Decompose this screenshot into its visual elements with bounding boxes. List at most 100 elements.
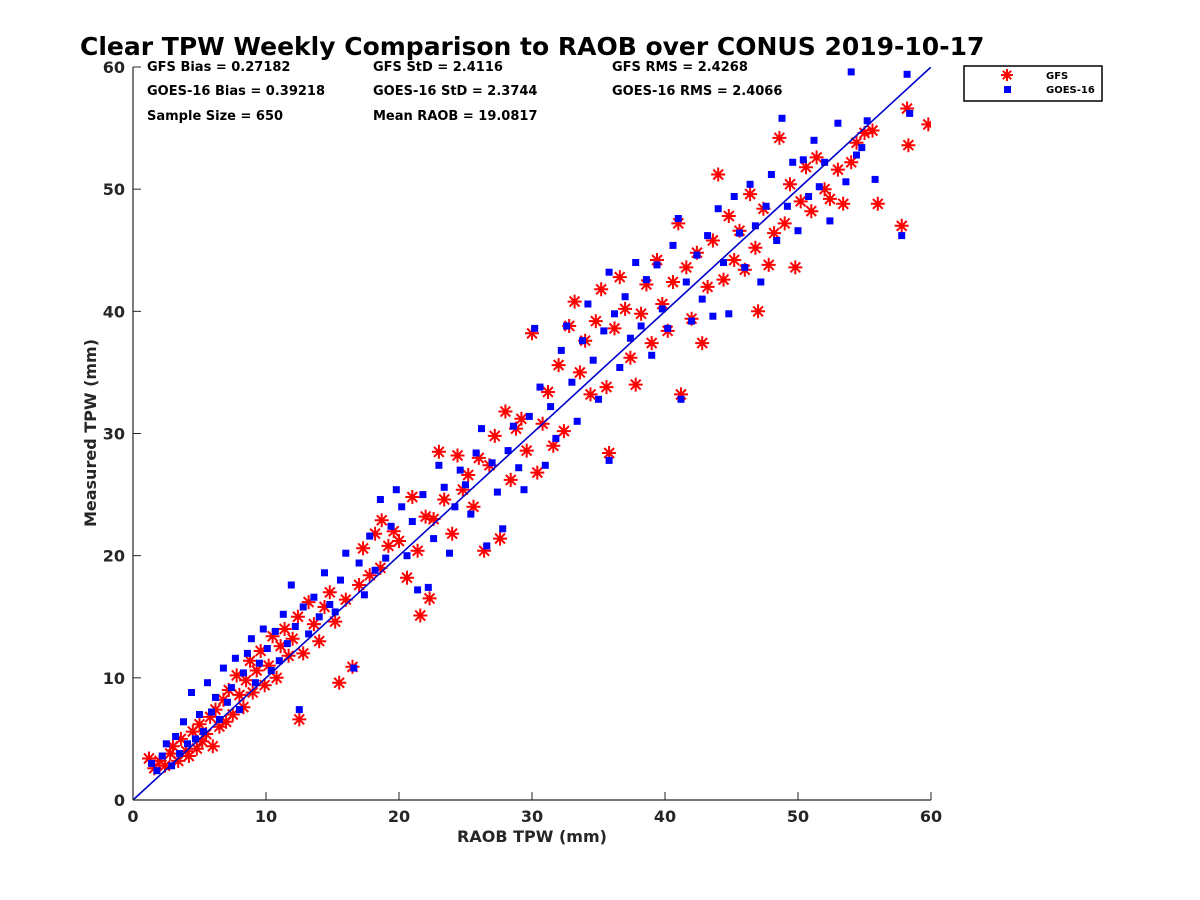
gfs-point [644, 336, 659, 351]
goes-16-point [376, 496, 384, 503]
goes-16-point [255, 659, 263, 667]
y-tick-label: 10 [103, 669, 125, 688]
goes-16-point [382, 554, 390, 562]
gfs-point [352, 578, 367, 592]
goes-16-point [730, 193, 738, 200]
axis-ticks: 0 10 20 30 40 50 60 0 10 20 30 40 50 60 [103, 58, 942, 826]
goes-16-point [176, 750, 184, 758]
gfs-point [870, 196, 885, 211]
goes-16-point [192, 735, 199, 743]
one-to-one-line [133, 67, 931, 800]
goes-16-point [398, 503, 406, 511]
gfs-point [487, 428, 502, 443]
goes-16-point [204, 679, 211, 687]
goes-16-point [632, 259, 640, 266]
goes-16-point [677, 395, 685, 403]
gfs-point [410, 543, 425, 558]
goes-16-point [688, 317, 696, 325]
goes-16-point [414, 586, 422, 594]
gfs-point [599, 380, 614, 395]
goes-16-point [871, 175, 879, 183]
goes-16-point [595, 395, 602, 403]
goes-16-point [589, 356, 597, 364]
gfs-point [849, 135, 864, 150]
goes-16-point [815, 183, 823, 191]
goes-16-point [669, 241, 677, 249]
gfs-point [273, 639, 288, 654]
goes-16-point [746, 180, 754, 188]
stat-gfs-bias: GFS Bias = 0.27182 [147, 60, 290, 75]
goes-16-point [616, 364, 624, 371]
goes-16-point [331, 608, 339, 616]
goes-16-point [903, 70, 911, 78]
gfs-point [711, 167, 726, 182]
goes-16-point [263, 645, 271, 652]
goes-16-point [605, 268, 613, 276]
gfs-point [296, 646, 311, 661]
gfs-point [519, 443, 534, 458]
gfs-point [328, 614, 343, 629]
gfs-point [777, 216, 792, 231]
gfs-point [471, 450, 486, 465]
goes-16-point [847, 68, 855, 76]
goes-16-point [826, 217, 834, 225]
gfs-point [618, 301, 633, 316]
goes-16-point [180, 718, 187, 726]
goes-16-point [783, 202, 791, 210]
y-axis-label: Measured TPW (mm) [81, 339, 100, 527]
gfs-point [655, 297, 670, 311]
gfs-point [332, 675, 347, 690]
goes-16-point [188, 689, 195, 696]
goes-16-point [483, 542, 491, 550]
goes-16-point [493, 488, 501, 496]
gfs-point [181, 749, 196, 763]
gfs-point [212, 719, 227, 734]
gfs-point [822, 191, 837, 206]
gfs-point [804, 204, 819, 219]
gfs-point [793, 194, 808, 209]
gfs-point [607, 321, 622, 336]
goes-16-point [488, 459, 496, 467]
gfs-point [865, 123, 880, 138]
stat-gfs-rms: GFS RMS = 2.4268 [612, 60, 748, 75]
gfs-point [639, 277, 654, 292]
gfs-point [751, 304, 766, 319]
stat-mean-raob: Mean RAOB = 19.0817 [373, 109, 538, 124]
goes-16-point [531, 324, 539, 332]
gfs-point [189, 741, 204, 756]
gfs-point [721, 209, 736, 223]
goes-16-point [435, 461, 443, 469]
y-tick-label: 60 [103, 58, 125, 77]
goes-16-point [243, 649, 251, 657]
goes-16-point [148, 759, 156, 767]
gfs-point [322, 585, 337, 600]
goes-16-point [834, 119, 842, 127]
gfs-point [205, 739, 220, 754]
gfs-point [232, 687, 247, 702]
gfs-point [650, 253, 664, 267]
goes-16-point [568, 378, 576, 386]
x-tick-label: 40 [654, 807, 676, 826]
legend-goes-label: GOES-16 [1046, 85, 1095, 96]
goes-16-point [275, 657, 283, 665]
gfs-point [830, 162, 845, 177]
gfs-point [422, 591, 437, 606]
gfs-point [901, 138, 916, 153]
goes-16-point [605, 456, 613, 464]
goes-16-point [451, 503, 459, 511]
gfs-point [817, 182, 832, 197]
goes-16-point [172, 733, 180, 740]
gfs-point [269, 670, 284, 685]
gfs-point [666, 275, 680, 289]
goes-16-point [371, 566, 379, 574]
goes-16-point [600, 327, 608, 335]
goes-16-point [446, 549, 453, 557]
goes-16-point [552, 434, 560, 442]
goes-16-point [158, 752, 166, 760]
legend-goes-marker [1004, 86, 1011, 93]
goes-16-point [709, 312, 717, 320]
gfs-point [799, 160, 813, 175]
gfs-point [594, 282, 609, 297]
goes-16-point [168, 762, 176, 770]
goes-16-point [515, 464, 523, 472]
